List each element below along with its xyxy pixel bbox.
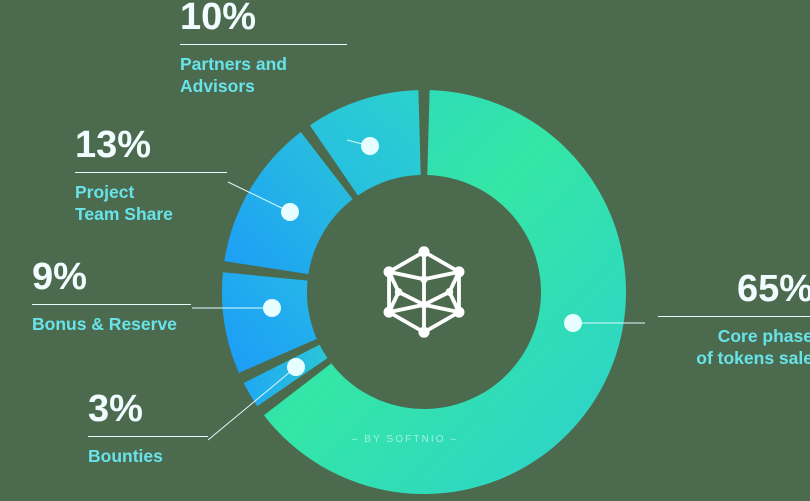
divider-core xyxy=(658,315,810,317)
percent-bounties: 3% xyxy=(88,388,143,430)
percent-bonus: 9% xyxy=(32,256,87,298)
leader-line-team xyxy=(227,181,291,213)
marker-dot-partners[interactable] xyxy=(361,137,379,155)
caption-bonus: Bonus & Reserve xyxy=(32,313,177,334)
marker-dot-bounties[interactable] xyxy=(287,358,305,376)
slice-markers[interactable] xyxy=(263,137,582,376)
marker-dot-bonus[interactable] xyxy=(263,299,281,317)
caption-team: Project Team Share xyxy=(75,181,173,224)
percent-partners: 10% xyxy=(180,0,257,38)
caption-bounties: Bounties xyxy=(88,445,163,466)
callout-partners[interactable]: 10% Partners and Advisors xyxy=(180,0,375,98)
caption-partners: Partners and Advisors xyxy=(180,53,287,96)
marker-dot-core[interactable] xyxy=(564,314,582,332)
callout-core[interactable]: 65% Core phase of tokens sale xyxy=(643,270,810,370)
percent-core: 65% xyxy=(736,268,810,310)
callout-team[interactable]: 13% Project Team Share xyxy=(75,126,265,226)
caption-core: Core phase of tokens sale xyxy=(696,325,810,368)
callout-bonus[interactable]: 9% Bonus & Reserve xyxy=(32,258,232,336)
callout-bounties[interactable]: 3% Bounties xyxy=(88,390,278,468)
marker-dot-team[interactable] xyxy=(281,203,299,221)
slice-team[interactable] xyxy=(224,131,353,275)
hexagon-network-logo xyxy=(383,246,465,338)
leader-line-bounties xyxy=(207,366,297,441)
divider-partners xyxy=(180,43,347,45)
percent-team: 13% xyxy=(75,124,152,166)
divider-team xyxy=(75,171,227,173)
divider-bonus xyxy=(32,303,191,305)
slice-core[interactable] xyxy=(263,90,626,494)
donut-slices[interactable] xyxy=(222,90,626,494)
leader-lines xyxy=(192,139,645,441)
slice-bonus[interactable] xyxy=(222,272,317,373)
divider-bounties xyxy=(88,435,208,437)
